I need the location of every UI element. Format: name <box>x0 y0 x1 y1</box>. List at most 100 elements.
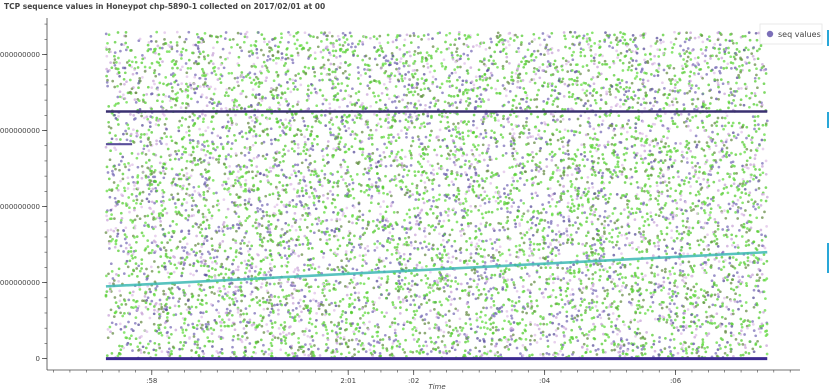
scatter-point <box>265 76 268 80</box>
scatter-point <box>379 44 382 48</box>
scatter-point <box>445 324 449 327</box>
scatter-point <box>384 210 388 214</box>
scatter-point <box>192 264 195 268</box>
scatter-point <box>247 275 250 278</box>
scatter-point <box>409 90 413 94</box>
scatter-point <box>195 269 198 273</box>
scatter-point <box>108 287 112 291</box>
scatter-point <box>265 214 269 217</box>
scatter-point <box>598 268 602 272</box>
scatter-point <box>673 159 677 162</box>
scatter-point <box>368 348 372 352</box>
scatter-point <box>755 103 759 107</box>
scatter-point <box>372 91 375 95</box>
scatter-point <box>649 194 652 197</box>
scatter-point <box>707 65 710 69</box>
scatter-point <box>713 218 717 221</box>
scatter-point <box>649 57 653 61</box>
scatter-point <box>332 286 336 290</box>
scatter-point <box>435 85 439 89</box>
scatter-point <box>575 177 578 181</box>
scatter-point <box>170 332 173 336</box>
scatter-point <box>223 172 227 176</box>
scatter-point <box>141 345 145 349</box>
scatter-point <box>302 175 306 179</box>
scatter-point <box>761 62 764 66</box>
scatter-point <box>336 184 340 188</box>
scatter-point <box>436 256 440 259</box>
scatter-point <box>226 188 229 191</box>
scatter-point <box>337 142 341 146</box>
scatter-point <box>538 161 542 164</box>
scatter-point <box>228 165 231 168</box>
scatter-point <box>118 322 122 326</box>
scatter-point <box>734 292 737 296</box>
scatter-point <box>562 185 565 188</box>
scatter-point <box>244 113 248 116</box>
scatter-point <box>446 152 450 156</box>
scatter-point <box>235 229 238 233</box>
scatter-point <box>586 268 590 272</box>
scatter-point <box>167 336 171 340</box>
scatter-point <box>645 72 648 75</box>
scatter-point <box>629 212 633 216</box>
scatter-point <box>740 304 744 308</box>
scatter-point <box>146 117 150 121</box>
scatter-point <box>569 63 573 66</box>
scatter-point <box>150 241 154 245</box>
scatter-point <box>474 229 478 233</box>
scatter-point <box>376 323 379 326</box>
scatter-point <box>708 321 712 325</box>
scatter-point <box>549 266 552 270</box>
scatter-point <box>640 137 644 141</box>
scatter-point <box>225 91 228 94</box>
scatter-point <box>759 258 763 261</box>
scatter-point <box>720 315 724 319</box>
scatter-point <box>302 269 306 272</box>
scatter-point <box>744 209 747 212</box>
scatter-point <box>260 349 264 353</box>
scatter-point <box>745 324 749 328</box>
scatter-point <box>705 73 709 76</box>
scatter-point <box>404 263 407 267</box>
scatter-point <box>485 277 489 281</box>
scatter-point <box>533 323 537 326</box>
scatter-point <box>423 297 426 300</box>
scatter-point <box>207 187 211 190</box>
scatter-point <box>489 316 493 320</box>
scatter-point <box>667 181 671 184</box>
scatter-point <box>285 257 289 260</box>
scatter-point <box>334 86 337 89</box>
scatter-point <box>697 345 701 349</box>
scatter-point <box>266 329 270 333</box>
scatter-point <box>222 66 226 70</box>
scatter-point <box>574 221 577 224</box>
scatter-point <box>533 141 536 145</box>
scatter-point <box>423 186 427 189</box>
scatter-point <box>707 35 711 39</box>
scatter-point <box>112 61 116 65</box>
scatter-point <box>395 152 399 156</box>
scatter-point <box>341 178 345 181</box>
scatter-point <box>385 288 389 292</box>
scatter-point <box>741 64 744 67</box>
scatter-point <box>271 326 274 329</box>
scatter-point <box>466 53 470 57</box>
scatter-point <box>257 93 261 96</box>
scatter-point <box>136 345 140 349</box>
scatter-point <box>322 251 326 255</box>
scatter-point <box>755 67 758 71</box>
scatter-point <box>716 116 720 120</box>
scatter-point <box>225 257 229 261</box>
scatter-point <box>740 191 744 194</box>
scatter-point <box>630 145 634 148</box>
scatter-point <box>236 311 240 314</box>
scatter-point <box>534 175 537 179</box>
scatter-point <box>563 34 566 38</box>
scatter-point <box>679 342 683 345</box>
scatter-point <box>106 84 109 88</box>
scatter-point <box>508 43 511 47</box>
scatter-point <box>369 104 373 108</box>
scatter-point <box>232 335 235 338</box>
scatter-point <box>434 102 438 106</box>
